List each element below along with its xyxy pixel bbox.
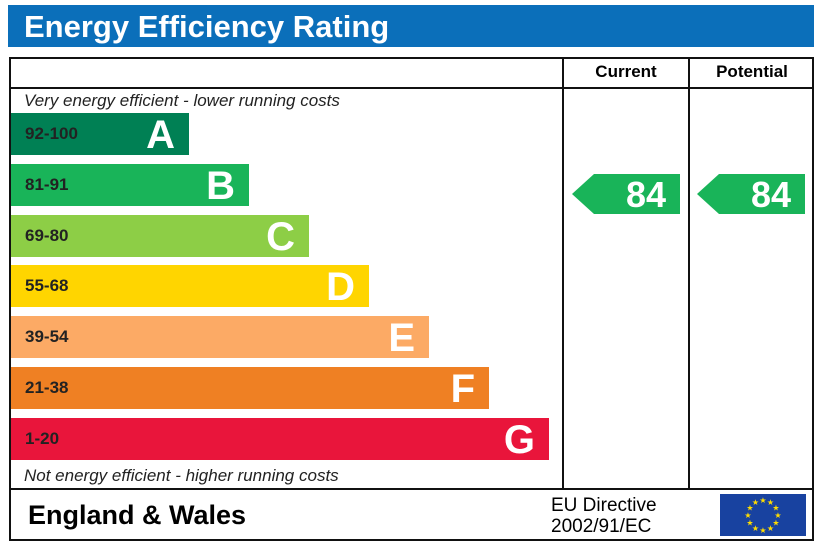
band-letter: C xyxy=(266,214,295,259)
rating-table xyxy=(9,57,814,541)
band-letter: E xyxy=(388,316,415,361)
svg-text:★: ★ xyxy=(746,504,753,513)
potential-rating-arrow: 84 xyxy=(697,173,805,215)
svg-text:★: ★ xyxy=(759,496,766,505)
band-letter: F xyxy=(450,367,475,411)
divider xyxy=(9,87,814,89)
svg-text:★: ★ xyxy=(752,524,759,533)
column-header-potential: Potential xyxy=(716,62,788,81)
page-title: Energy Efficiency Rating xyxy=(8,5,814,47)
band-range: 92-100 xyxy=(25,124,78,143)
band-range: 39-54 xyxy=(25,327,69,347)
svg-text:★: ★ xyxy=(767,498,774,507)
band-bar-a: 92-100 A xyxy=(11,113,189,157)
region-label: England & Wales xyxy=(28,500,247,530)
top-note: Very energy efficient - lower running co… xyxy=(24,91,340,110)
current-rating-value: 84 xyxy=(625,173,666,215)
band-bar-b: 81-91 B xyxy=(11,163,249,208)
band-bar-e: 39-54 E xyxy=(11,316,429,361)
svg-text:★: ★ xyxy=(752,498,759,507)
directive-line1: EU Directive xyxy=(551,495,657,516)
svg-text:★: ★ xyxy=(774,511,781,520)
band-letter: G xyxy=(503,417,535,462)
band-range: 21-38 xyxy=(25,378,69,397)
svg-text:★: ★ xyxy=(767,524,774,533)
divider xyxy=(9,488,814,490)
eu-flag-icon: ★ ★ ★ ★ ★ ★ ★ ★ ★ ★ ★ ★ xyxy=(720,494,806,536)
svg-text:★: ★ xyxy=(744,511,751,520)
band-range: 1-20 xyxy=(25,428,60,448)
svg-text:★: ★ xyxy=(759,526,766,535)
svg-text:★: ★ xyxy=(772,519,779,528)
eu-directive: EU Directive 2002/91/EC xyxy=(551,495,657,537)
band-letter: D xyxy=(326,265,355,310)
band-letter: A xyxy=(146,113,175,157)
svg-text:★: ★ xyxy=(746,519,753,528)
band-range: 55-68 xyxy=(25,276,69,296)
potential-rating-value: 84 xyxy=(750,173,791,215)
bottom-note: Not energy efficient - higher running co… xyxy=(24,466,339,485)
divider xyxy=(688,57,690,490)
band-bar-f: 21-38 F xyxy=(11,367,489,411)
band-range: 69-80 xyxy=(25,225,69,245)
svg-text:★: ★ xyxy=(772,504,779,513)
column-header-current: Current xyxy=(595,62,657,81)
band-bar-d: 55-68 D xyxy=(11,265,369,310)
band-range: 81-91 xyxy=(25,174,69,194)
directive-line2: 2002/91/EC xyxy=(551,516,652,537)
divider xyxy=(562,57,564,490)
band-bar-c: 69-80 C xyxy=(11,214,309,259)
band-bar-g: 1-20 G xyxy=(11,417,549,462)
current-rating-arrow: 84 xyxy=(572,173,680,215)
band-letter: B xyxy=(206,163,235,208)
